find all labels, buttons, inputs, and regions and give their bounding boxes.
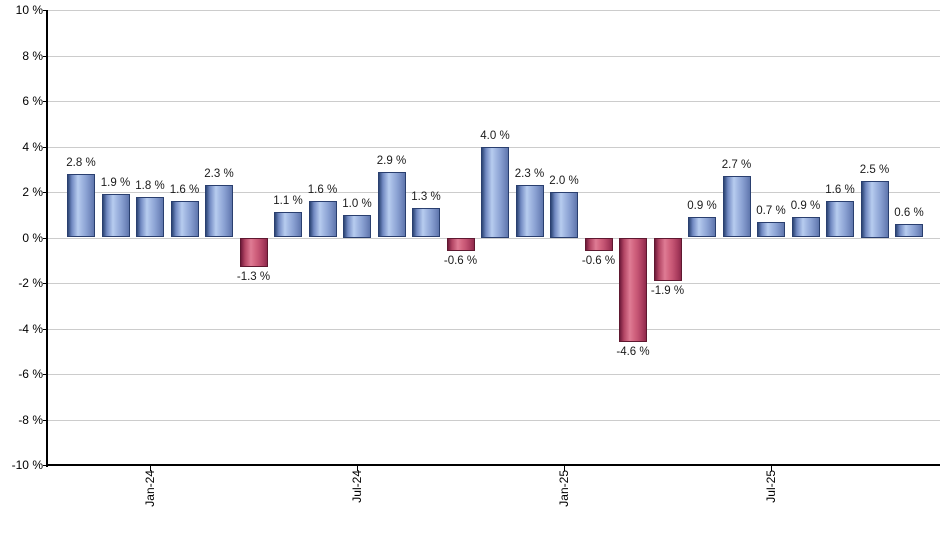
bar-value-label: 4.0 % bbox=[480, 129, 510, 142]
bar bbox=[653, 237, 682, 281]
bar-value-label: -1.9 % bbox=[650, 284, 685, 297]
x-axis-tick-label: Jul-25 bbox=[764, 470, 778, 503]
bar-value-label: -0.6 % bbox=[581, 255, 616, 268]
bar bbox=[239, 237, 268, 268]
x-axis-tick bbox=[150, 465, 151, 471]
bar-value-label: 1.6 % bbox=[307, 184, 338, 197]
y-axis-tick-label: 10 % bbox=[15, 3, 43, 17]
y-axis-line bbox=[46, 10, 48, 467]
bar bbox=[860, 180, 889, 238]
bar-value-label: 2.3 % bbox=[514, 168, 545, 181]
x-axis-tick bbox=[564, 465, 565, 471]
bar-value-label: 2.9 % bbox=[376, 154, 407, 167]
gridline bbox=[48, 56, 940, 57]
bar bbox=[722, 176, 751, 238]
x-axis-tick-label: Jan-24 bbox=[143, 470, 157, 507]
bar bbox=[343, 214, 371, 238]
bar-value-label: -4.6 % bbox=[616, 346, 650, 359]
bar-value-label: 1.9 % bbox=[100, 177, 131, 190]
x-axis-line bbox=[46, 464, 940, 466]
y-axis-tick-label: 8 % bbox=[22, 49, 43, 63]
bar-value-label: 0.9 % bbox=[790, 200, 821, 213]
gridline bbox=[48, 101, 940, 102]
bar-value-label: 2.5 % bbox=[859, 163, 890, 176]
gridline bbox=[48, 238, 940, 239]
y-axis-tick bbox=[43, 420, 48, 421]
bar-value-label: 0.6 % bbox=[894, 206, 924, 219]
bar bbox=[446, 237, 475, 252]
bar-value-label: -0.6 % bbox=[443, 255, 478, 268]
bar-value-label: 1.3 % bbox=[411, 190, 441, 203]
gridline bbox=[48, 374, 940, 375]
bar bbox=[550, 192, 578, 238]
bar-value-label: 2.3 % bbox=[204, 168, 234, 181]
bar bbox=[757, 221, 785, 238]
y-axis-tick bbox=[43, 283, 48, 284]
bar bbox=[274, 212, 302, 238]
bar-value-label: 1.0 % bbox=[342, 197, 372, 210]
x-axis-tick bbox=[771, 465, 772, 471]
y-axis-tick bbox=[43, 238, 48, 239]
bar bbox=[205, 185, 233, 238]
y-axis-tick bbox=[43, 10, 48, 11]
bar bbox=[688, 217, 716, 238]
bar bbox=[101, 194, 130, 238]
y-axis-tick bbox=[43, 329, 48, 330]
y-axis-tick-label: 2 % bbox=[22, 185, 43, 199]
bar bbox=[136, 196, 164, 238]
bar-value-label: 0.7 % bbox=[756, 204, 786, 217]
y-axis-tick bbox=[43, 147, 48, 148]
bar-value-label: 1.8 % bbox=[135, 179, 165, 192]
y-axis-tick bbox=[43, 101, 48, 102]
bar bbox=[895, 223, 923, 238]
bar bbox=[308, 201, 337, 238]
bar-value-label: -1.3 % bbox=[236, 271, 271, 284]
y-axis-tick-label: -10 % bbox=[11, 458, 43, 472]
bar bbox=[515, 185, 544, 238]
y-axis-tick-label: -4 % bbox=[18, 322, 43, 336]
y-axis-tick bbox=[43, 465, 48, 466]
bar-value-label: 2.7 % bbox=[721, 159, 752, 172]
y-axis-tick bbox=[43, 374, 48, 375]
bar bbox=[791, 217, 820, 238]
gridline bbox=[48, 283, 940, 284]
bar bbox=[481, 146, 509, 238]
x-axis-tick-label: Jan-25 bbox=[557, 470, 571, 507]
bar bbox=[412, 207, 440, 238]
y-axis-tick-label: -8 % bbox=[18, 413, 43, 427]
bar-value-label: 2.8 % bbox=[66, 156, 96, 169]
bar bbox=[584, 237, 613, 252]
bar-value-label: 1.1 % bbox=[273, 195, 303, 208]
y-axis-tick bbox=[43, 192, 48, 193]
bar bbox=[619, 237, 647, 343]
y-axis-tick bbox=[43, 56, 48, 57]
y-axis-tick-label: -2 % bbox=[18, 276, 43, 290]
bar bbox=[826, 201, 854, 238]
x-axis-tick-label: Jul-24 bbox=[350, 470, 364, 503]
y-axis-tick-label: 4 % bbox=[22, 140, 43, 154]
y-axis-tick-label: 0 % bbox=[22, 231, 43, 245]
gridline bbox=[48, 420, 940, 421]
bar-value-label: 2.0 % bbox=[549, 175, 579, 187]
bar-value-label: 1.6 % bbox=[169, 184, 200, 197]
y-axis-tick-label: 6 % bbox=[22, 94, 43, 108]
bar bbox=[67, 173, 95, 238]
gridline bbox=[48, 329, 940, 330]
y-axis-tick-label: -6 % bbox=[18, 367, 43, 381]
bar bbox=[377, 171, 406, 238]
x-axis-tick bbox=[357, 465, 358, 471]
bar-value-label: 0.9 % bbox=[687, 200, 717, 213]
bar-value-label: 1.6 % bbox=[825, 184, 855, 197]
bar bbox=[170, 201, 199, 238]
gridline bbox=[48, 10, 940, 11]
